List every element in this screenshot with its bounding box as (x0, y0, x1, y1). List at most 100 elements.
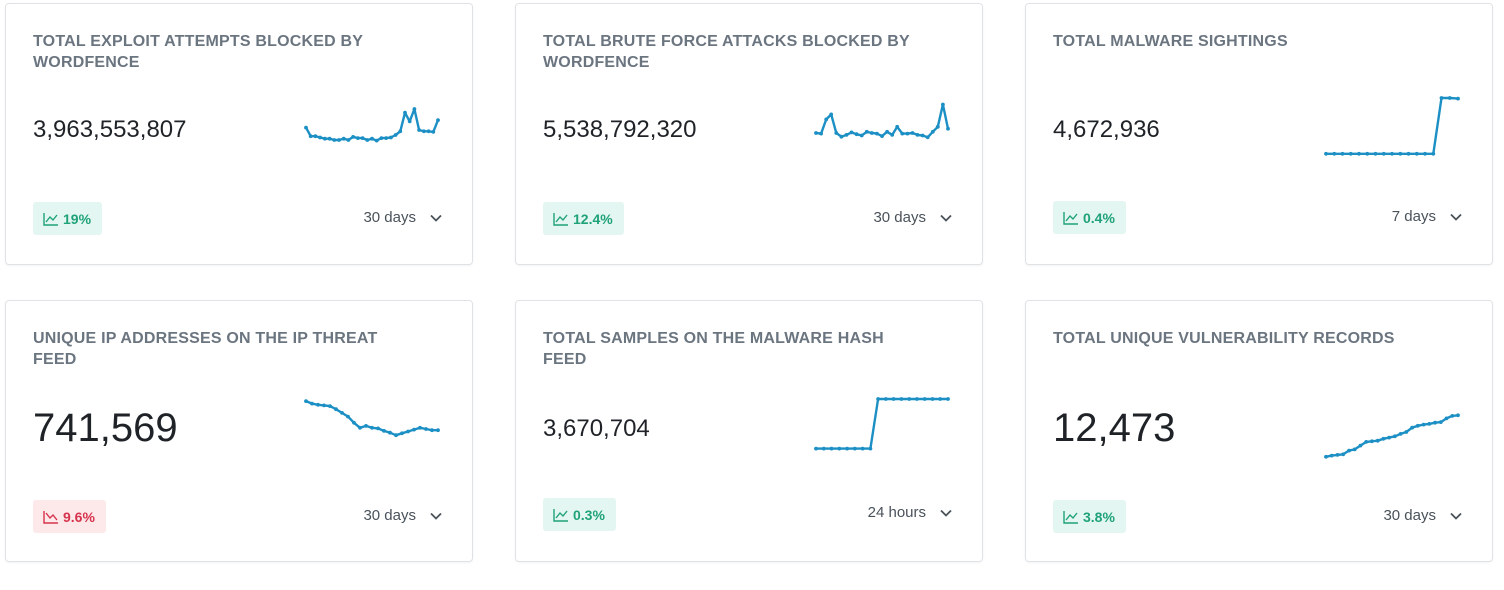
card-value: 4,672,936 (1053, 116, 1160, 143)
sparkline-point (1439, 96, 1444, 100)
sparkline-point (412, 427, 416, 432)
stat-card-exploit-attempts: TOTAL EXPLOIT ATTEMPTS BLOCKED BY WORDFE… (5, 3, 473, 265)
sparkline-point (905, 131, 910, 136)
sparkline-path (304, 399, 440, 437)
sparkline-point (1341, 452, 1346, 457)
sparkline-point (430, 428, 434, 433)
sparkline-point (1324, 151, 1328, 156)
sparkline-point (388, 430, 392, 435)
card-title: TOTAL BRUTE FORCE ATTACKS BLOCKED BY WOR… (543, 33, 910, 71)
sparkline-point (1450, 414, 1455, 418)
sparkline-point (849, 130, 854, 135)
card-value: 3,963,553,807 (33, 116, 187, 143)
sparkline-point (864, 129, 869, 134)
sparkline-point (899, 397, 904, 401)
sparkline-point (1364, 440, 1369, 444)
sparkline-point (1332, 151, 1337, 156)
sparkline-point (365, 138, 370, 142)
sparkline-point (389, 135, 393, 140)
sparkline-point (876, 397, 880, 401)
period-dropdown[interactable]: 7 days (1392, 208, 1462, 225)
trend-down-icon (43, 510, 58, 524)
change-badge: 9.6% (33, 500, 106, 533)
sparkline-point (308, 134, 313, 139)
sparkline-point (839, 134, 844, 139)
sparkline-point (318, 135, 322, 140)
sparkline-point (1375, 438, 1380, 443)
sparkline-point (845, 446, 849, 451)
sparkline-point (1414, 151, 1419, 156)
sparkline-point (1404, 430, 1409, 434)
sparkline-point (436, 428, 440, 433)
change-value: 0.3% (573, 506, 605, 523)
period-label: 30 days (873, 209, 926, 226)
period-dropdown[interactable]: 30 days (873, 209, 952, 226)
trend-up-icon (43, 212, 58, 226)
sparkline-point (328, 404, 332, 408)
sparkline-point (1329, 453, 1334, 458)
sparkline (1324, 413, 1460, 459)
sparkline-point (824, 117, 829, 122)
sparkline-point (332, 138, 337, 142)
trend-up-icon (1063, 211, 1078, 225)
sparkline-point (1431, 151, 1436, 156)
sparkline-point (1398, 432, 1403, 436)
sparkline-path (1324, 96, 1460, 155)
change-badge: 3.8% (1053, 500, 1126, 533)
card-title: TOTAL UNIQUE VULNERABILITY RECORDS (1053, 330, 1395, 347)
sparkline-point (351, 135, 355, 139)
card-title: TOTAL SAMPLES ON THE MALWARE HASH FEED (543, 330, 884, 368)
stat-card-brute-force-attacks: TOTAL BRUTE FORCE ATTACKS BLOCKED BY WOR… (515, 3, 983, 265)
sparkline-point (885, 129, 889, 134)
period-dropdown[interactable]: 30 days (363, 507, 442, 524)
sparkline-point (334, 407, 338, 412)
sparkline-point (316, 402, 320, 407)
sparkline-point (1423, 151, 1427, 156)
change-value: 0.4% (1083, 209, 1115, 226)
sparkline-point (304, 399, 308, 403)
sparkline-point (821, 446, 826, 451)
sparkline-point (1352, 447, 1357, 452)
sparkline-point (875, 131, 879, 136)
period-dropdown[interactable]: 24 hours (868, 504, 952, 521)
sparkline-point (406, 429, 410, 434)
period-dropdown[interactable]: 30 days (1383, 507, 1462, 524)
sparkline-point (337, 138, 341, 142)
sparkline-point (340, 411, 344, 415)
sparkline-point (819, 131, 823, 136)
sparkline-point (844, 133, 849, 137)
period-label: 7 days (1391, 208, 1436, 225)
sparkline-point (358, 425, 362, 430)
stat-card-malware-hash-feed: TOTAL SAMPLES ON THE MALWARE HASH FEED 3… (515, 300, 983, 562)
sparkline-point (370, 425, 374, 430)
sparkline (304, 107, 440, 143)
sparkline-point (310, 401, 314, 406)
sparkline-point (915, 397, 919, 401)
card-value: 3,670,704 (543, 415, 650, 442)
sparkline-point (424, 427, 428, 431)
trend-up-icon (1063, 510, 1078, 524)
sparkline-point (852, 446, 857, 451)
sparkline-point (1398, 151, 1403, 156)
sparkline-point (431, 130, 436, 134)
period-dropdown[interactable]: 30 days (363, 209, 442, 226)
sparkline-point (394, 433, 398, 438)
sparkline-point (900, 131, 905, 136)
sparkline-point (1373, 151, 1378, 156)
sparkline-point (860, 446, 865, 451)
sparkline-point (834, 131, 839, 135)
sparkline-point (1347, 448, 1351, 453)
sparkline-point (814, 131, 818, 135)
chevron-down-icon (1450, 512, 1462, 520)
sparkline-point (884, 397, 888, 401)
sparkline-point (859, 133, 864, 138)
sparkline-point (814, 446, 818, 451)
change-value: 19% (63, 210, 92, 227)
sparkline-point (412, 107, 417, 111)
sparkline-path (814, 397, 950, 450)
stat-card-vulnerability-records: TOTAL UNIQUE VULNERABILITY RECORDS 12,47… (1025, 300, 1493, 562)
sparkline-point (891, 397, 896, 401)
sparkline-point (370, 136, 374, 141)
sparkline-point (304, 125, 308, 130)
